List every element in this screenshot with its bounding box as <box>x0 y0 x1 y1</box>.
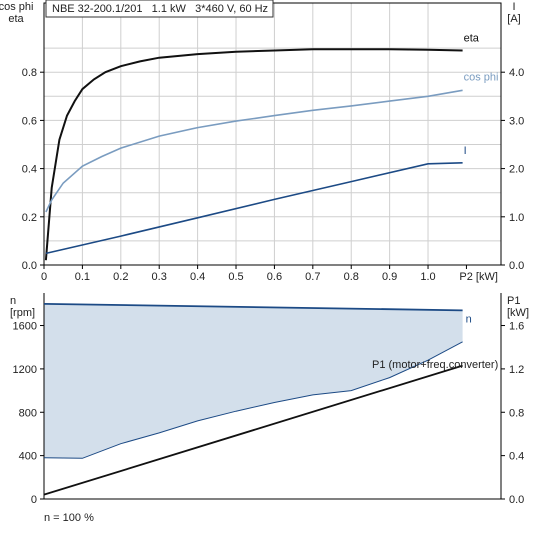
bottom-yl-tick-label-0: 0 <box>31 494 37 506</box>
top-right-axis-label-line-2: [A] <box>507 13 520 25</box>
top-right-axis-label-line-1: I <box>512 1 515 13</box>
top-x-tick-label-1: 0.1 <box>75 271 90 283</box>
top-left-axis-label-line-2: eta <box>8 13 24 25</box>
top-series-line-eta <box>44 48 463 261</box>
top-yl-tick-label-4: 0.8 <box>22 67 37 79</box>
bottom-yr-tick-label-1: 0.4 <box>509 451 524 463</box>
speed-label: n <box>466 313 472 325</box>
bottom-yl-tick-label-4: 1600 <box>13 321 37 333</box>
speed-note: n = 100 % <box>44 512 94 524</box>
top-series-label-i: I <box>464 145 467 157</box>
bottom-yl-tick-label-3: 1200 <box>13 364 37 376</box>
top-yr-tick-label-4: 4.0 <box>509 67 524 79</box>
operating-range-area <box>44 303 463 459</box>
bottom-left-axis-label-line-1: n <box>10 295 16 307</box>
bottom-right-axis-label-line-1: P1 <box>507 295 520 307</box>
top-yl-tick-label-2: 0.4 <box>22 164 37 176</box>
top-x-tick-label-0: 0 <box>41 271 47 283</box>
bottom-yl-tick-label-2: 800 <box>19 407 37 419</box>
top-x-tick-label-4: 0.4 <box>190 271 205 283</box>
top-plot-frame <box>43 2 502 266</box>
title-box <box>45 0 274 18</box>
top-x-tick-label-3: 0.3 <box>152 271 167 283</box>
top-x-tick-label-8: 0.8 <box>344 271 359 283</box>
p1-line <box>43 364 463 496</box>
bottom-yr-tick-label-2: 0.8 <box>509 407 524 419</box>
speed-power-panel: 0400800120016000.00.40.81.21.6n[rpm]P1[k… <box>10 293 529 506</box>
bottom-left-axis-label-line-2: [rpm] <box>10 307 35 319</box>
performance-curves-panel: 0 0.1 0.2 0.3 0.4 0.5 0.6 0.7 0.8 0.9 1.0 P2 [kW] 0.… <box>0 1 524 283</box>
bottom-yr-tick-label-0: 0.0 <box>509 494 524 506</box>
top-left-axis-label-line-1: cos phi <box>0 1 33 13</box>
top-series-label-cos-phi: cos phi <box>464 71 499 83</box>
top-yr-tick-label-0: 0.0 <box>509 260 524 272</box>
top-x-tick-label-7: 0.7 <box>305 271 320 283</box>
top-yl-tick-label-1: 0.2 <box>22 212 37 224</box>
top-yl-tick-label-0: 0.0 <box>22 260 37 272</box>
top-series-label-eta: eta <box>464 33 480 45</box>
speed-min-line <box>43 341 463 459</box>
top-yl-tick-label-3: 0.6 <box>22 115 37 127</box>
top-x-tick-label-5: 0.5 <box>228 271 243 283</box>
chart-title: NBE 32-200.1/201 1.1 kW 3*460 V, 60 Hz <box>52 3 268 15</box>
top-series-line-i <box>45 162 463 255</box>
bottom-yr-tick-label-4: 1.6 <box>509 321 524 333</box>
bottom-right-axis-label-line-2: [kW] <box>507 307 529 319</box>
top-x-tick-label-6: 0.6 <box>267 271 282 283</box>
top-x-tick-label-10: 1.0 <box>420 271 435 283</box>
top-series-line-cos-phi <box>45 89 463 213</box>
bottom-yl-tick-label-1: 400 <box>19 451 37 463</box>
top-yr-tick-label-2: 2.0 <box>509 164 524 176</box>
top-x-axis-label: P2 [kW] <box>459 271 498 283</box>
speed-max-line <box>43 302 463 312</box>
p1-label: P1 (motor+freq.converter) <box>372 359 498 371</box>
top-x-tick-label-9: 0.9 <box>382 271 397 283</box>
top-yr-tick-label-3: 3.0 <box>509 115 524 127</box>
bottom-yr-tick-label-3: 1.2 <box>509 364 524 376</box>
top-yr-tick-label-1: 1.0 <box>509 212 524 224</box>
top-x-tick-label-2: 0.2 <box>113 271 128 283</box>
